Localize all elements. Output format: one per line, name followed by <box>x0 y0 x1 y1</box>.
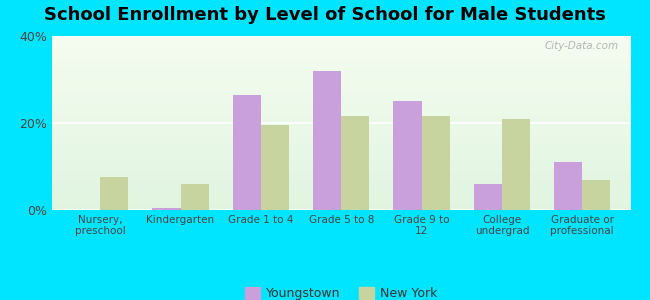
Text: City-Data.com: City-Data.com <box>545 41 619 51</box>
Bar <box>554 162 582 210</box>
Bar <box>422 116 450 210</box>
Bar <box>582 179 610 210</box>
Bar <box>181 184 209 210</box>
Bar <box>261 125 289 210</box>
Bar <box>233 95 261 210</box>
Legend: Youngstown, New York: Youngstown, New York <box>240 282 443 300</box>
Text: School Enrollment by Level of School for Male Students: School Enrollment by Level of School for… <box>44 6 606 24</box>
Bar <box>100 177 128 210</box>
Bar <box>313 71 341 210</box>
Bar <box>502 118 530 210</box>
Bar <box>474 184 502 210</box>
Bar <box>153 208 181 210</box>
Bar <box>341 116 369 210</box>
Bar <box>393 101 422 210</box>
